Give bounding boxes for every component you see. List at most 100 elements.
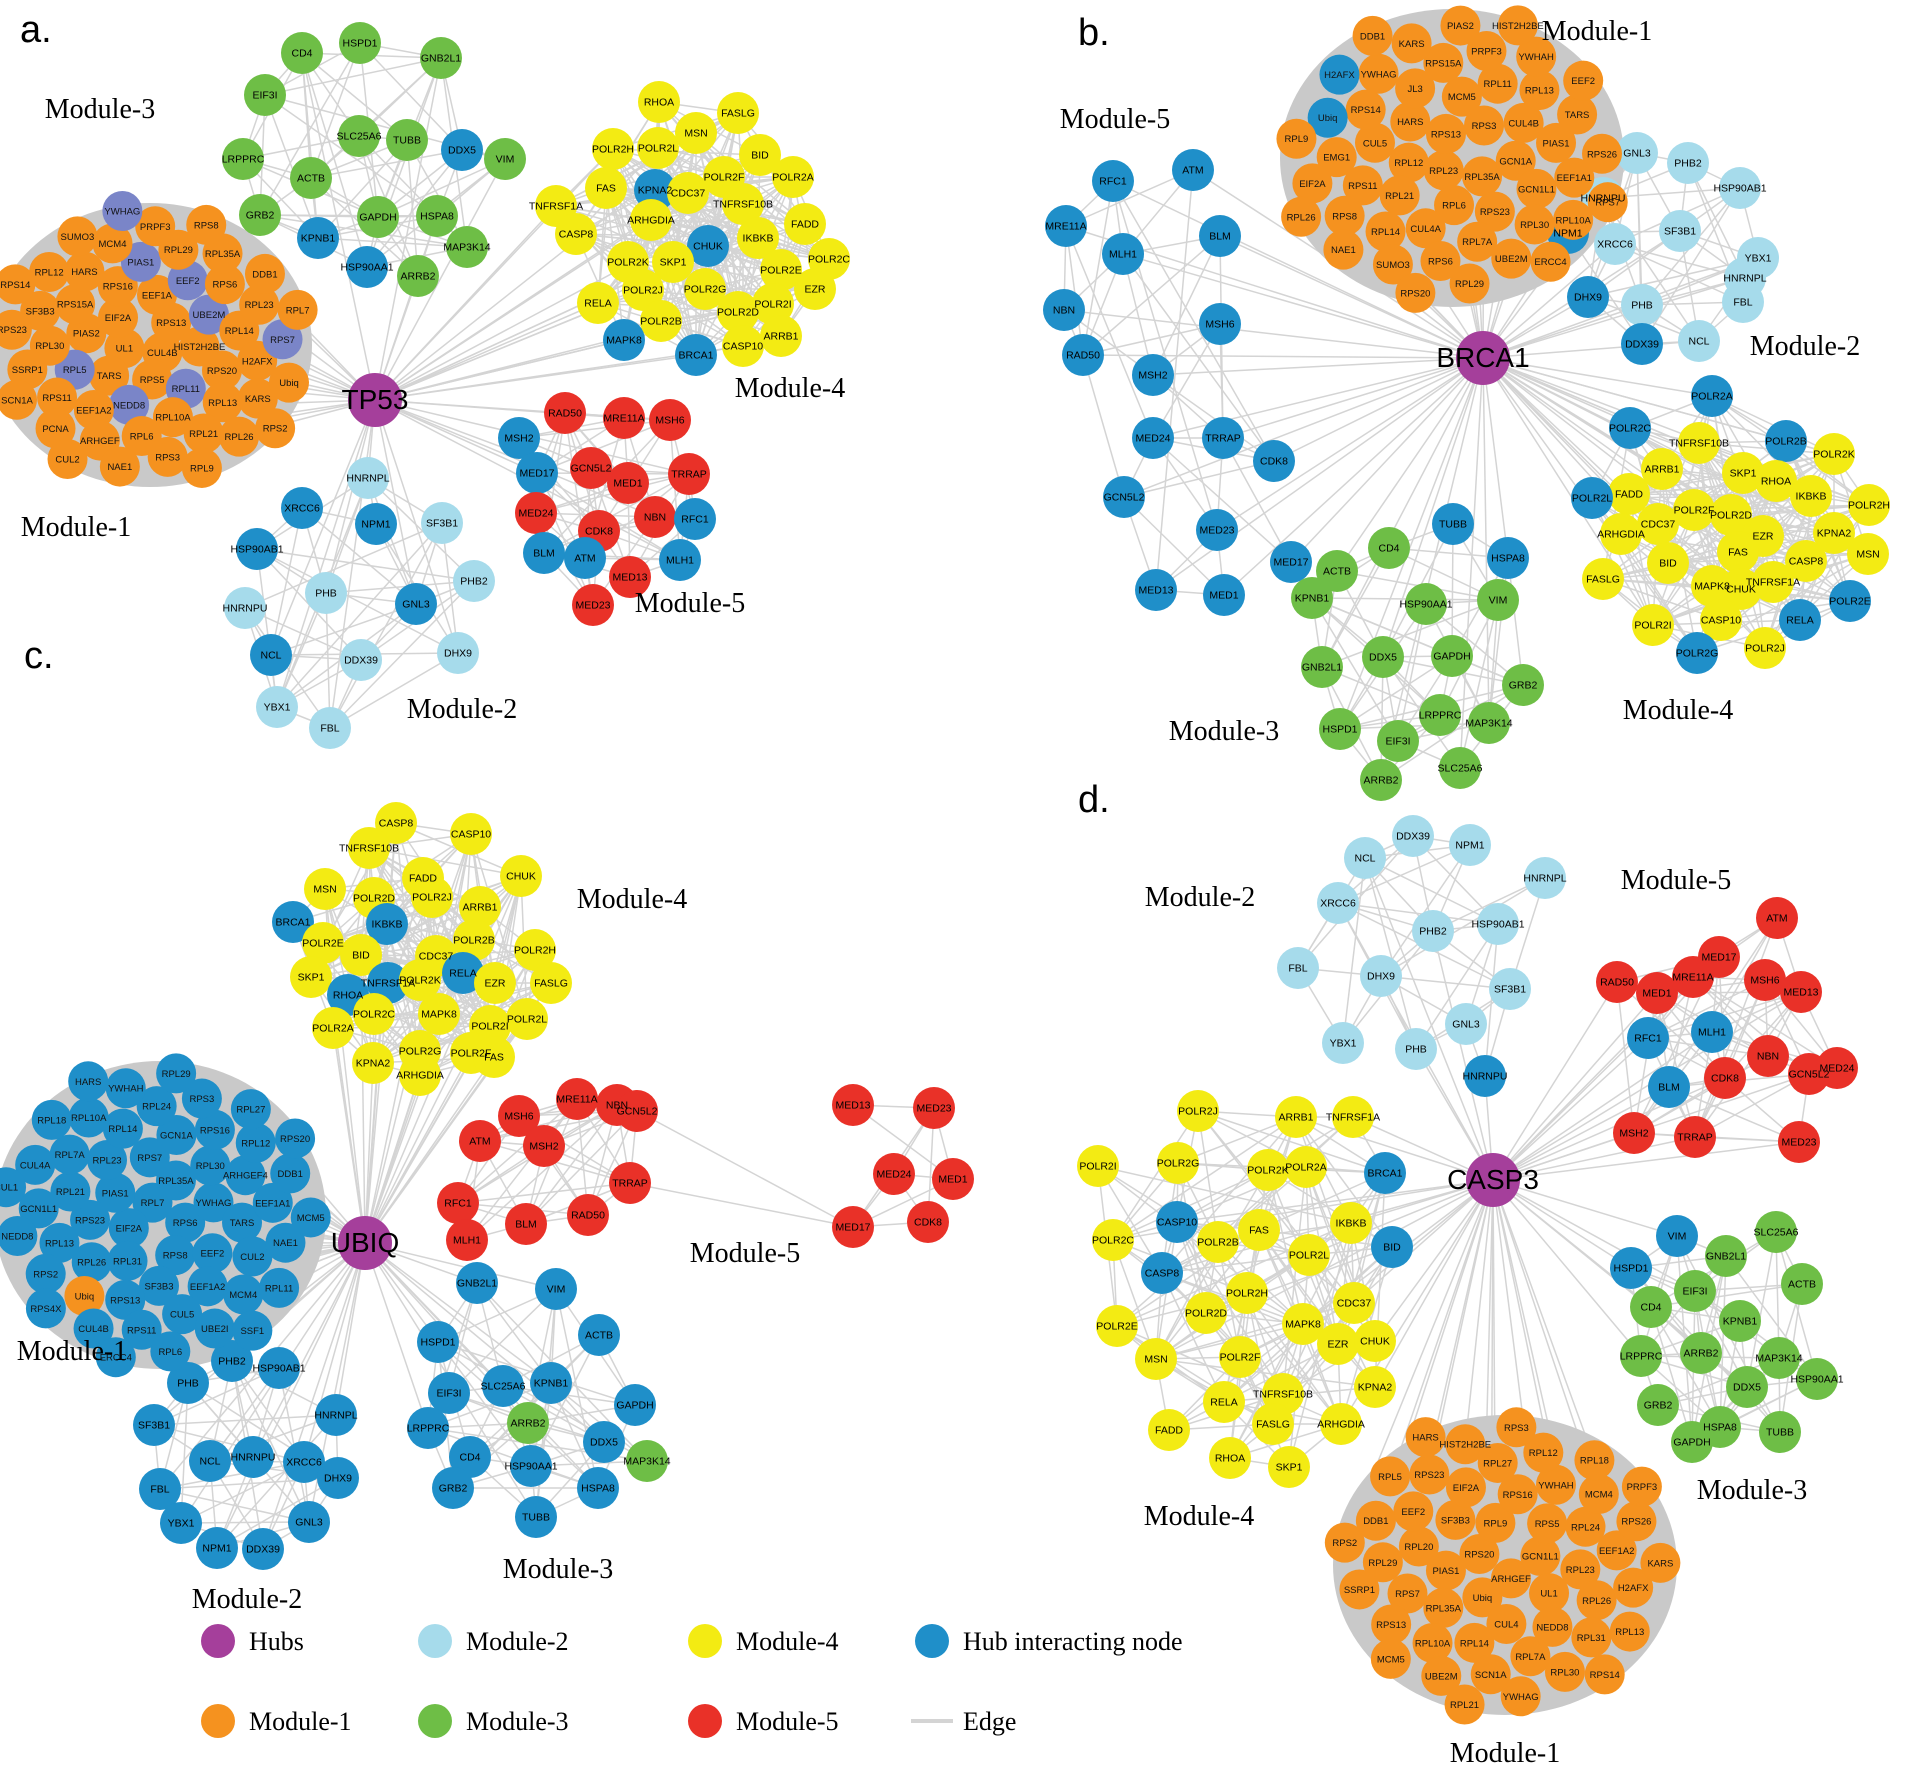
- module-title-Module-4: Module-4: [577, 884, 687, 915]
- node-EIF3I: [428, 1372, 470, 1414]
- node-POLR2I: [752, 283, 794, 325]
- node-MSH6: [1199, 303, 1241, 345]
- edge: [317, 139, 408, 239]
- node-POLR2K: [1813, 433, 1855, 475]
- node-EZR: [1317, 1323, 1359, 1365]
- edge: [1246, 1292, 1342, 1425]
- node-HNRNPL: [1524, 857, 1566, 899]
- legend-swatch-module4: [688, 1624, 722, 1658]
- legend-label: Hub interacting node: [963, 1627, 1183, 1656]
- node-POLR2H: [1226, 1272, 1268, 1314]
- hub-edge: [1112, 180, 1484, 359]
- node-SF3B3: [1435, 1499, 1476, 1540]
- node-CHUK: [1720, 568, 1762, 610]
- node-SLC25A6: [1755, 1211, 1797, 1253]
- edge: [1197, 1110, 1386, 1174]
- node-RFC1: [437, 1182, 479, 1224]
- hub-node-BRCA1: [1456, 331, 1510, 385]
- hub-edge: [1432, 930, 1494, 1181]
- node-SKP1: [652, 241, 694, 283]
- edge: [1694, 917, 1778, 1138]
- hub-node-CASP3: [1466, 1153, 1520, 1207]
- node-HNRNPU: [1464, 1055, 1506, 1097]
- node-RPL7: [277, 289, 318, 330]
- node-RPS13: [105, 1279, 146, 1320]
- edge: [1161, 1272, 1225, 1403]
- node-ARRB1: [1275, 1096, 1317, 1138]
- node-POLR2I: [1077, 1145, 1119, 1187]
- node-POLR2D: [1710, 494, 1752, 536]
- hub-edge: [1122, 253, 1484, 359]
- node-PIAS1: [120, 241, 161, 282]
- node-DDX39: [242, 1528, 284, 1570]
- node-XRCC6: [283, 1441, 325, 1483]
- node-RPL10A: [152, 397, 193, 438]
- hub-edge: [1492, 1179, 1632, 1269]
- edge: [1692, 976, 1810, 1075]
- node-RPS7: [262, 319, 303, 360]
- node-SUMO3: [1372, 244, 1413, 285]
- module-title-Module-1: Module-1: [17, 1336, 127, 1367]
- node-YWHAG: [1500, 1676, 1541, 1717]
- node-BRCA1: [272, 901, 314, 943]
- module-title-Module-4: Module-4: [1623, 695, 1733, 726]
- node-RPS23: [0, 309, 32, 350]
- node-POLR2K: [399, 959, 441, 1001]
- node-POLR2C: [353, 993, 395, 1035]
- node-CASP8: [555, 213, 597, 255]
- node-RPS23: [1474, 191, 1515, 232]
- edge: [1311, 597, 1399, 742]
- edge: [360, 906, 481, 956]
- node-CD4: [1368, 527, 1410, 569]
- legend-swatch-module2: [418, 1624, 452, 1658]
- node-GCN1L1: [18, 1188, 59, 1229]
- node-GCN1A: [156, 1115, 197, 1156]
- node-YBX1: [1322, 1022, 1364, 1064]
- node-ATM: [564, 537, 606, 579]
- node-NBN: [634, 496, 676, 538]
- legend-item-hubs: Hubs: [201, 1624, 304, 1658]
- node-YWHAG: [102, 191, 143, 232]
- node-POLR2B: [1765, 420, 1807, 462]
- node-DDX5: [1362, 636, 1404, 678]
- hub-edge: [1459, 357, 1484, 769]
- edge: [367, 477, 475, 582]
- node-RPL21: [1444, 1684, 1485, 1725]
- node-GAPDH: [614, 1384, 656, 1426]
- node-DDB1: [1352, 15, 1393, 56]
- hub-edge: [1492, 1179, 1642, 1357]
- node-NCL: [1678, 320, 1720, 362]
- node-MCM4: [223, 1274, 264, 1315]
- node-FADD: [1148, 1409, 1190, 1451]
- node-POLR2A: [772, 156, 814, 198]
- hub-edge: [276, 399, 376, 708]
- node-GCN1L1: [1520, 1536, 1561, 1577]
- hub-edge: [364, 875, 522, 1244]
- legend-label: Hubs: [249, 1627, 304, 1656]
- node-RPS26: [1616, 1501, 1657, 1542]
- node-KPNA2: [352, 1042, 394, 1084]
- node-RPL18: [31, 1099, 72, 1140]
- node-CD4: [449, 1436, 491, 1478]
- hub-edge: [1216, 357, 1484, 531]
- node-NAE1: [99, 446, 140, 487]
- edge: [650, 219, 806, 225]
- node-CUL4A: [1405, 208, 1446, 249]
- node-RPL35A: [155, 1160, 196, 1201]
- node-HARS: [1390, 101, 1431, 142]
- edge: [366, 149, 463, 268]
- node-DDX5: [583, 1421, 625, 1463]
- node-DHX9: [437, 632, 479, 674]
- edge: [1667, 553, 1869, 564]
- node-HARS: [1405, 1417, 1446, 1458]
- legend-swatch-module3: [418, 1704, 452, 1738]
- node-RPL11: [259, 1267, 300, 1308]
- node-ARRB2: [507, 1402, 549, 1444]
- node-FASLG: [1252, 1403, 1294, 1445]
- node-IKBKB: [1330, 1202, 1372, 1244]
- node-ERCC4: [1530, 241, 1571, 282]
- node-RPS11: [37, 377, 78, 418]
- node-RPL24: [136, 1086, 177, 1127]
- node-GAPDH: [1431, 635, 1473, 677]
